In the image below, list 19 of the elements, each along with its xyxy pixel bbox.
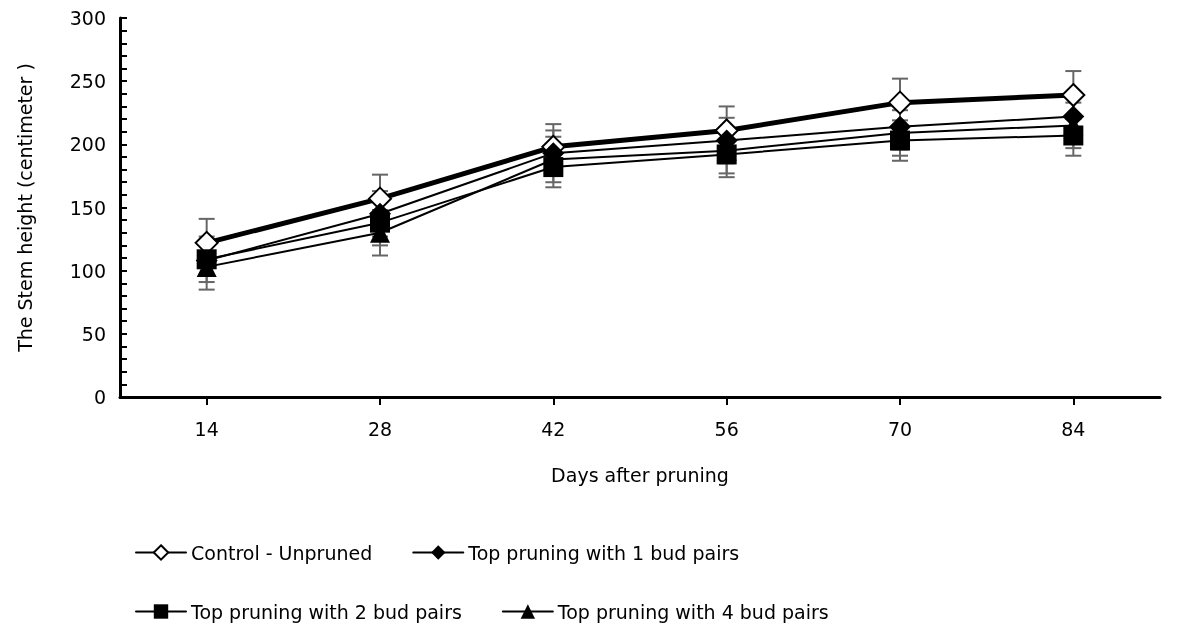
y-axis-title: The Stem height (centimeter ) <box>13 63 36 353</box>
y-tick-label: 50 <box>81 322 106 345</box>
y-tick-label: 300 <box>69 7 106 29</box>
y-tick-label: 150 <box>69 196 106 219</box>
legend-label: Top pruning with 1 bud pairs <box>467 541 740 564</box>
y-tick-label: 0 <box>93 386 106 408</box>
x-tick-label: 84 <box>1061 417 1086 440</box>
x-tick-label: 42 <box>541 417 566 440</box>
x-tick-label: 14 <box>194 417 219 440</box>
legend-label: Top pruning with 4 bud pairs <box>556 600 829 623</box>
legend-label: Top pruning with 2 bud pairs <box>190 600 462 623</box>
x-axis-title: Days after pruning <box>551 463 729 486</box>
y-tick-label: 250 <box>69 70 106 93</box>
x-tick-label: 56 <box>714 417 739 440</box>
y-tick-label: 200 <box>69 133 106 156</box>
x-tick-label: 70 <box>887 417 913 440</box>
x-tick-label: 28 <box>367 417 393 440</box>
y-tick-label: 100 <box>69 259 106 282</box>
legend-label: Control - Unpruned <box>191 541 373 564</box>
